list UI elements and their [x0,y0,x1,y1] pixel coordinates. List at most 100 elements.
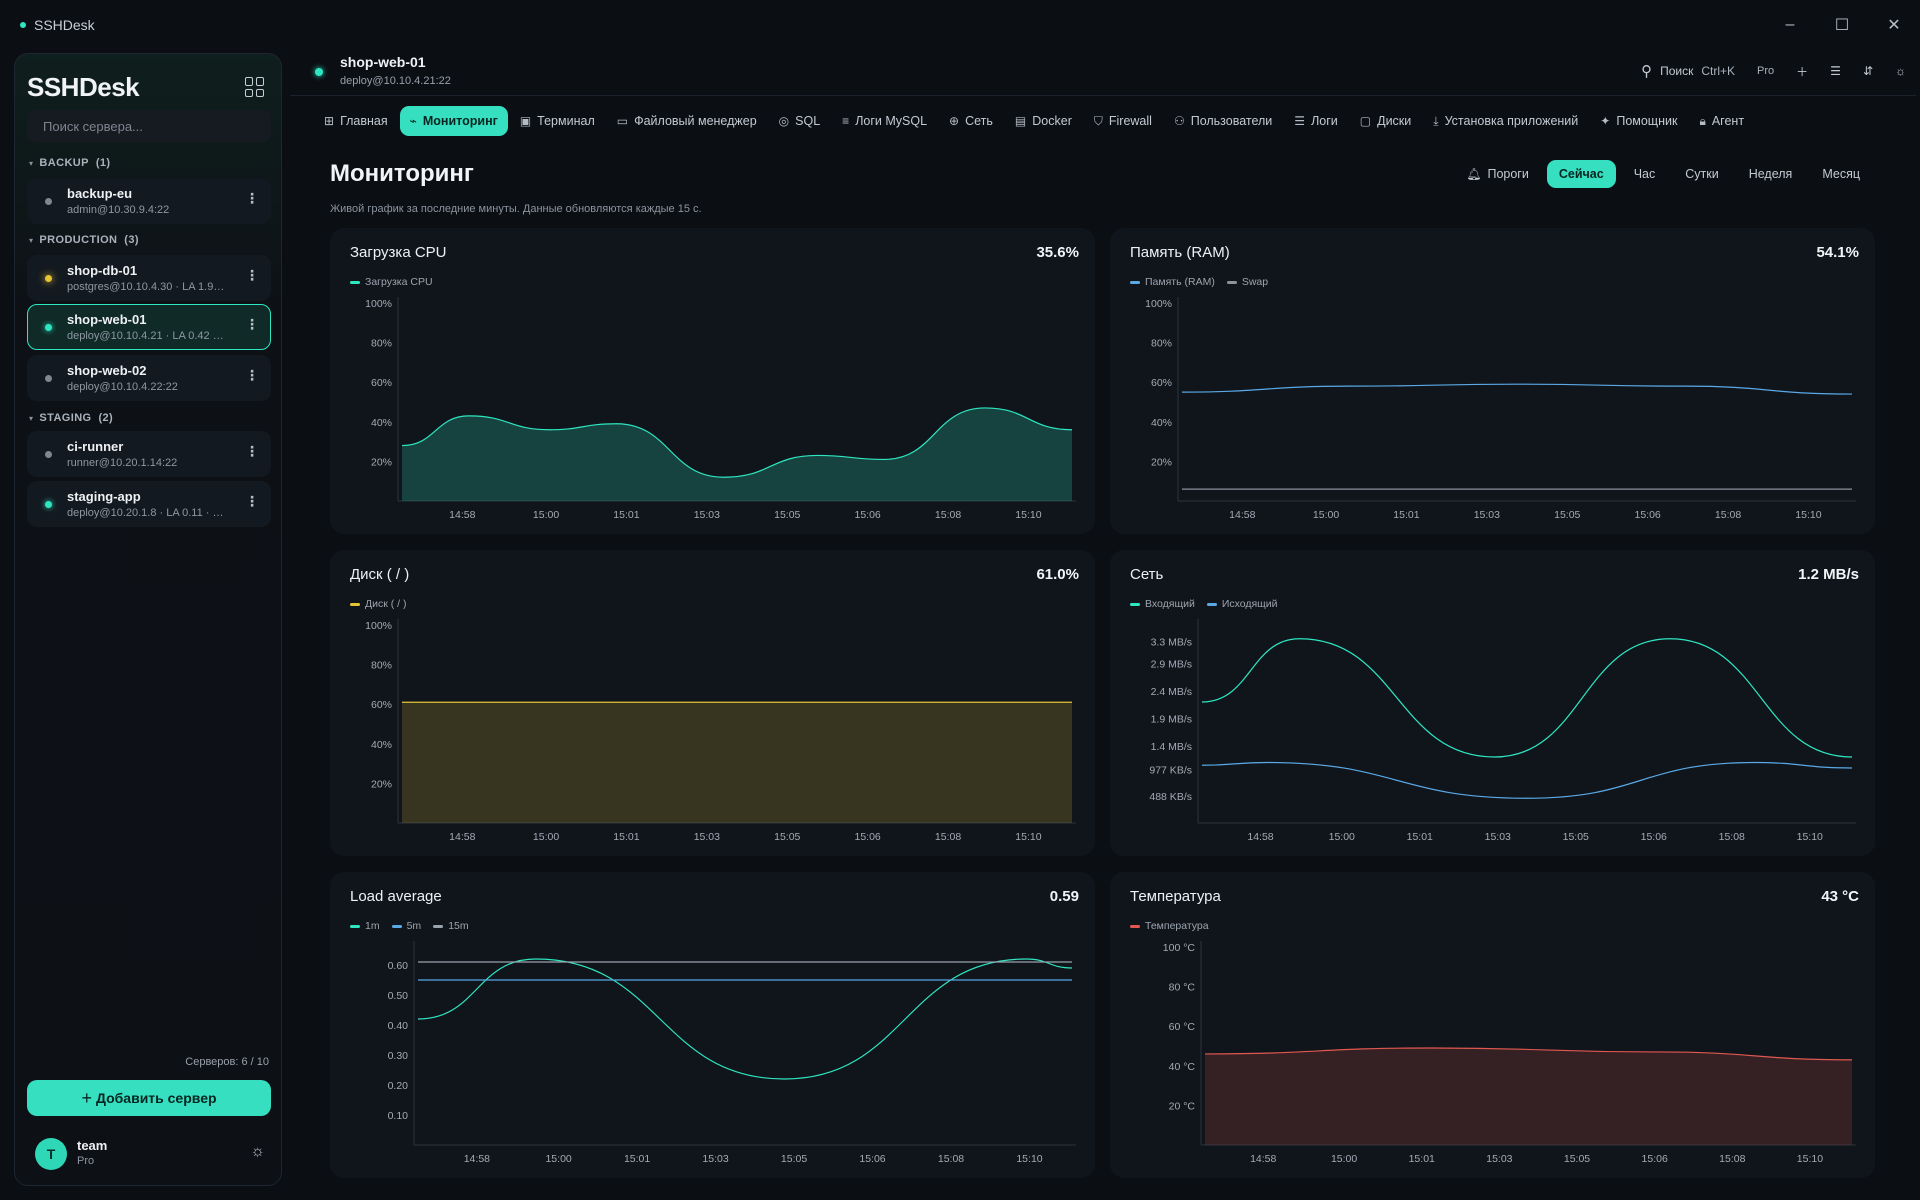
minimize-icon[interactable]: – [1785,16,1795,33]
plus-icon[interactable]: ＋ [1796,64,1809,79]
status-dot [45,324,52,331]
x-tick-label: 15:08 [935,509,961,521]
x-tick-label: 15:00 [533,509,559,521]
tab-disk[interactable]: ▢ Диски [1350,106,1422,136]
tab-database[interactable]: ◎ SQL [769,106,831,136]
x-tick-label: 15:08 [1715,509,1741,521]
settings-sun-icon[interactable]: ☼ [250,1143,265,1160]
shield-icon: ⛉ [1093,113,1103,128]
x-tick-label: 15:01 [624,1153,650,1165]
more-vertical-icon[interactable]: ⋮ [245,367,259,383]
tab-lock[interactable]: 🔒︎ Агент [1689,106,1754,136]
tab-label: Сеть [965,114,993,128]
server-search-input[interactable] [27,110,271,142]
theme-sun-icon[interactable]: ☼ [1895,64,1906,78]
legend-label: 15m [448,920,469,932]
legend-item: Температура [1130,920,1209,932]
tab-shield[interactable]: ⛉ Firewall [1084,106,1162,136]
server-address: deploy@10.20.1.8 · LA 0.11 · … [67,507,224,519]
legend-swatch [1130,924,1140,928]
series-area-Диск ( / ) [402,702,1072,823]
more-vertical-icon[interactable]: ⋮ [245,190,259,206]
group-header-backup[interactable]: ▾ BACKUP (1) [29,157,111,169]
tab-grid[interactable]: ⊞ Главная [314,106,398,136]
chart-plot: 100% 80% 60% 40% 20% 14:58 15:00 15:01 15:03 15:0… [365,619,1076,843]
download-icon: ⤓ [1433,113,1439,128]
series-line-1m [417,958,1073,1080]
database-icon: ◎ [778,114,790,128]
tab-chart[interactable]: ⌁ Мониторинг [399,106,508,136]
tab-users[interactable]: ⚇ Пользователи [1164,106,1282,136]
tab-label: Мониторинг [422,114,498,128]
range-week[interactable]: Неделя [1748,167,1793,181]
more-vertical-icon[interactable]: ⋮ [245,316,259,332]
maximize-icon[interactable]: ☐ [1834,17,1850,34]
x-tick-label: 15:10 [1795,509,1821,521]
server-count: Серверов: 6 / 10 [185,1056,269,1068]
tab-sparkle[interactable]: ✦ Помощник [1590,106,1687,136]
range-day[interactable]: Сутки [1685,167,1719,181]
x-tick-label: 15:00 [545,1153,571,1165]
series-line-Загрузка CPU [401,407,1073,478]
more-vertical-icon[interactable]: ⋮ [245,493,259,509]
x-tick-label: 15:03 [694,831,720,843]
x-tick-label: 15:06 [859,1153,885,1165]
y-tick-label: 80% [1151,338,1172,350]
y-tick-label: 488 KB/s [1149,791,1192,803]
y-tick-label: 20 °C [1169,1100,1196,1112]
tab-label: Firewall [1108,114,1152,128]
add-server-button[interactable]: + Добавить сервер [27,1080,271,1116]
series-area-Температура [1205,1047,1852,1145]
disk-icon: ▢ [1359,114,1372,128]
search-button[interactable]: ⚲ Поиск Ctrl+K [1641,63,1736,80]
server-item-staging-app[interactable]: staging-app deploy@10.20.1.8 · LA 0.11 ·… [27,481,271,527]
user-plan: Pro [77,1155,95,1167]
x-tick-label: 15:03 [694,509,720,521]
x-tick-label: 15:01 [613,509,639,521]
tab-label: Главная [340,114,388,128]
y-tick-label: 60 °C [1169,1021,1196,1033]
page-title: Мониторинг [330,160,474,187]
user-profile[interactable]: T team Pro ☼ [35,1134,267,1174]
tab-folder[interactable]: ▭ Файловый менеджер [607,106,767,136]
tab-label: Файловый менеджер [634,114,757,128]
apps-grid-icon[interactable] [245,77,265,97]
group-header-staging[interactable]: ▾ STAGING (2) [29,412,114,424]
x-tick-label: 15:00 [1313,509,1339,521]
server-item-backup-eu[interactable]: backup-eu admin@10.30.9.4:22 ⋮ [27,178,271,224]
signpost-icon[interactable]: ⇵ [1862,64,1873,78]
more-vertical-icon[interactable]: ⋮ [245,267,259,283]
range-hour[interactable]: Час [1633,167,1656,181]
tab-label: Терминал [537,114,595,128]
globe-icon: ⊕ [949,114,960,128]
tab-globe[interactable]: ⊕ Сеть [939,106,1003,136]
server-item-ci-runner[interactable]: ci-runner runner@10.20.1.14:22 ⋮ [27,431,271,477]
series-line-Память (RAM) [1181,383,1853,395]
range-month[interactable]: Месяц [1822,167,1860,181]
server-item-shop-web-01[interactable]: shop-web-01 deploy@10.10.4.21 · LA 0.42 … [27,304,271,350]
chart-plot: 100% 80% 60% 40% 20% 14:58 15:00 15:01 15:03 15:0… [365,297,1076,521]
x-tick-label: 14:58 [1247,831,1273,843]
server-name: shop-db-01 [67,263,138,278]
chart-card-ram: Память (RAM) 54.1% Память (RAM) Swap 100% 80%… [1110,228,1875,534]
tab-list[interactable]: ☰ Логи [1284,106,1347,136]
tab-download[interactable]: ⤓ Установка приложений [1423,106,1588,136]
x-tick-label: 15:01 [1407,831,1433,843]
more-vertical-icon[interactable]: ⋮ [245,443,259,459]
server-item-shop-web-02[interactable]: shop-web-02 deploy@10.10.4.22:22 ⋮ [27,355,271,401]
group-header-production[interactable]: ▾ PRODUCTION (3) [29,234,139,246]
tab-box[interactable]: ▤ Docker [1005,106,1082,136]
tab-terminal[interactable]: ▣ Терминал [510,106,605,136]
x-tick-label: 15:06 [1641,831,1667,843]
legend-item: Исходящий [1206,598,1278,610]
chart-legend: Температура [1130,920,1221,932]
tab-filter[interactable]: ≡ Логи MySQL [832,106,937,136]
y-tick-label: 100% [1145,298,1172,310]
server-stack-icon[interactable]: ☰ [1830,64,1841,78]
bell-icon: 🔔︎ [1466,167,1482,181]
close-icon[interactable]: ✕ [1887,17,1901,34]
server-item-shop-db-01[interactable]: shop-db-01 postgres@10.10.4.30 · LA 1.9…… [27,255,271,301]
x-tick-label: 15:00 [1329,831,1355,843]
thresholds-button[interactable]: 🔔︎ Пороги [1466,167,1529,181]
range-now[interactable]: Сейчас [1546,160,1616,188]
